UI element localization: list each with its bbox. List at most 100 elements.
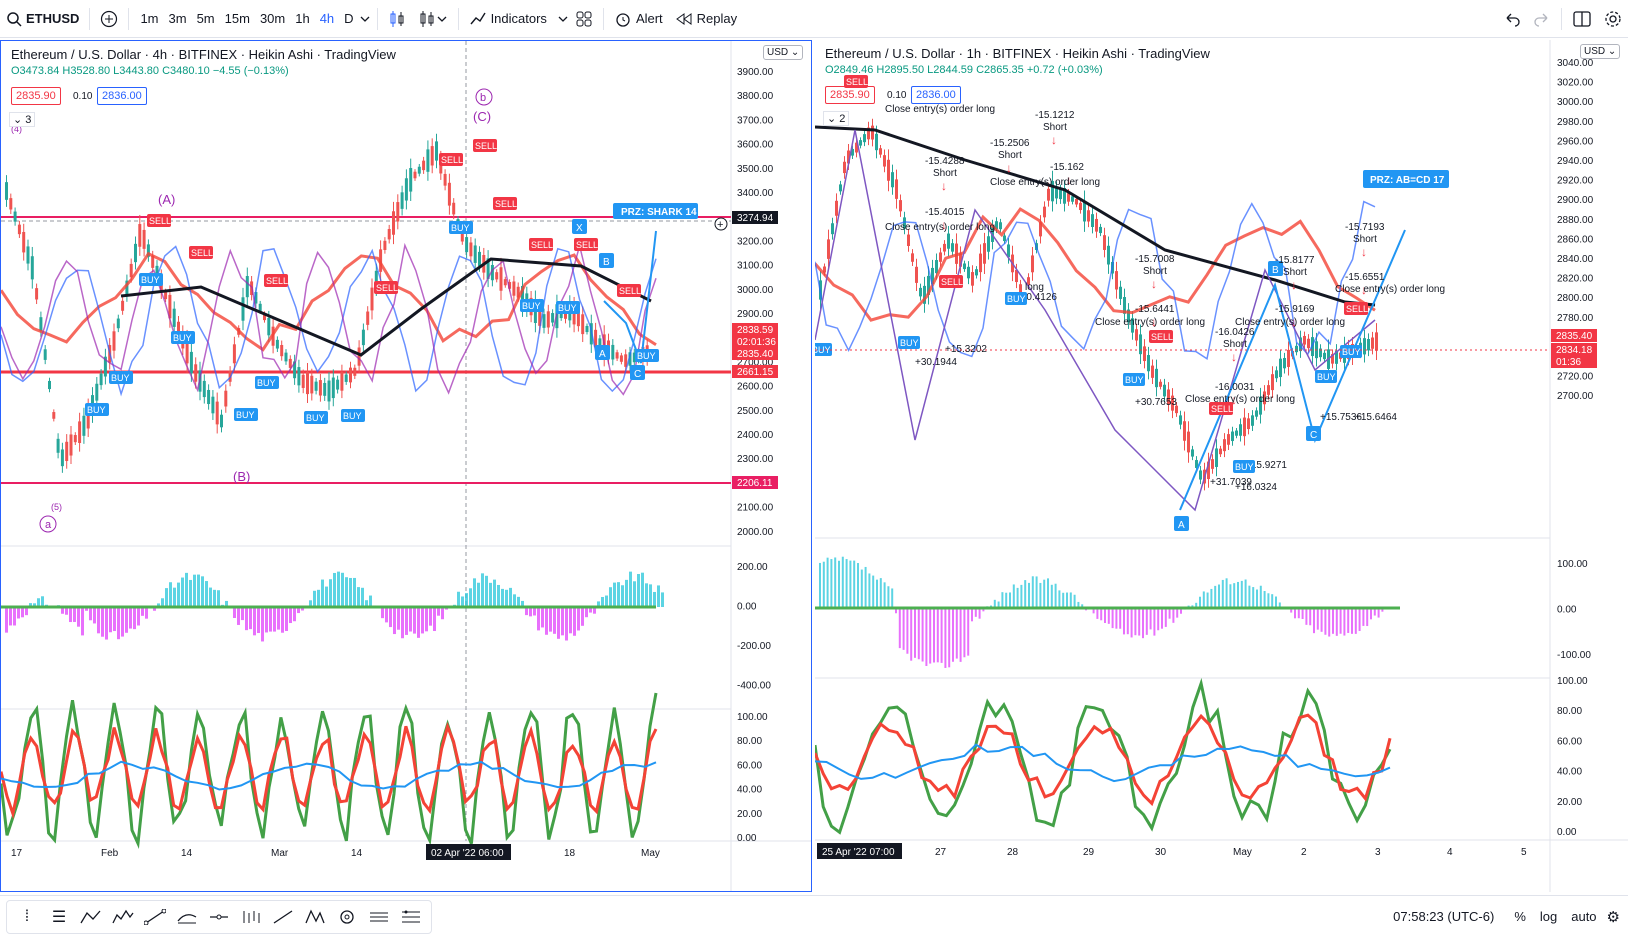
currency-selector[interactable]: USD ⌄	[763, 45, 804, 60]
layouts-button[interactable]	[569, 0, 599, 38]
macd-bar	[113, 607, 116, 632]
macd-bar	[1324, 608, 1327, 635]
macd-bar	[313, 590, 316, 607]
menu-icon[interactable]: ☰	[51, 908, 67, 926]
gear-icon[interactable]: ⚙	[1606, 908, 1620, 926]
macd-bar	[349, 577, 352, 607]
trend-line-icon[interactable]	[139, 902, 171, 932]
ma-red	[815, 207, 1376, 322]
auto-scale-toggle[interactable]: auto	[1571, 909, 1597, 924]
macd-bar	[864, 566, 867, 608]
macd-bar	[1313, 608, 1315, 634]
ray-line-icon[interactable]	[267, 902, 299, 932]
elliott-wave-icon[interactable]	[107, 902, 139, 932]
indicators-button[interactable]: Indicators	[463, 0, 553, 38]
macd-bar	[297, 607, 300, 614]
macd-bar	[137, 607, 140, 626]
left-chart-canvas[interactable]: 3900.00 3800.00 3700.00 3600.00 3500.00 3400.…	[1, 41, 812, 892]
buy-signal: BUY	[173, 333, 192, 343]
time-tick: May	[641, 848, 660, 859]
macd-bar	[557, 607, 560, 639]
sell-price-box[interactable]: 2835.90	[825, 86, 875, 104]
macd-bar	[1354, 608, 1357, 634]
alert-button[interactable]: Alert	[608, 0, 669, 38]
macd-bar	[1256, 589, 1258, 608]
sell-price-box[interactable]: 2835.90	[11, 87, 61, 105]
candle-body	[1219, 448, 1222, 455]
shark-pattern-line	[603, 230, 657, 364]
order-qty[interactable]: 0.10	[73, 91, 93, 102]
clock-readout[interactable]: 07:58:23 (UTC-6)	[1393, 909, 1495, 924]
wave-label-5: (5)	[51, 502, 62, 512]
candle-body	[1175, 405, 1178, 414]
candle-body	[73, 435, 77, 443]
price-tick: 2800.00	[1557, 293, 1594, 304]
timeframe-3m[interactable]: 3m	[168, 11, 187, 26]
macd-bar	[1066, 592, 1068, 608]
fib-channel-icon[interactable]	[171, 902, 203, 932]
trend-abc-icon[interactable]	[75, 902, 107, 932]
left-chart-panel[interactable]: 3900.00 3800.00 3700.00 3600.00 3500.00 3400.…	[0, 40, 812, 892]
replay-button[interactable]: Replay	[669, 0, 743, 38]
macd-bar	[581, 607, 584, 626]
drag-handle-icon[interactable]: ⁞	[24, 907, 30, 925]
timeframe-30m[interactable]: 30m	[259, 11, 286, 26]
timeframe-d[interactable]: D	[344, 11, 354, 26]
macd-bar	[860, 569, 863, 608]
redo-button[interactable]	[1527, 0, 1557, 38]
macd-tick: 0.00	[1557, 605, 1577, 616]
buy-price-box[interactable]: 2836.00	[97, 87, 147, 105]
undo-button[interactable]	[1497, 0, 1527, 38]
ohlc-bars-icon[interactable]	[235, 902, 267, 932]
horizontal-line-icon[interactable]	[203, 902, 235, 932]
candle-body	[310, 375, 314, 394]
candle-body	[99, 373, 103, 386]
timeframe-15m[interactable]: 15m	[224, 11, 250, 26]
candle-body	[280, 345, 284, 357]
macd-bar	[876, 579, 878, 608]
price-tick: 2780.00	[1557, 313, 1594, 324]
buy-signal: BUY	[558, 303, 577, 313]
split-layout-button[interactable]	[1566, 0, 1598, 38]
indicators-collapse-toggle[interactable]: ⌄ 3	[9, 112, 36, 127]
buy-price-box[interactable]: 2836.00	[911, 86, 961, 104]
cycle-icon[interactable]	[331, 902, 363, 932]
chevron-down-icon	[437, 16, 447, 22]
timeframe-1h[interactable]: 1h	[295, 11, 310, 26]
sell-signal: SELL	[475, 141, 497, 151]
macd-bar	[910, 608, 913, 661]
timeframe-4h[interactable]: 4h	[319, 11, 335, 26]
chart-type-button[interactable]	[382, 0, 412, 38]
log-scale-toggle[interactable]: log	[1539, 909, 1558, 924]
chevron-down-icon[interactable]	[359, 13, 371, 25]
macd-bar	[489, 582, 492, 607]
order-qty[interactable]: 0.10	[887, 90, 907, 101]
time-tick: 18	[564, 848, 576, 859]
chevron-down-icon[interactable]	[557, 13, 569, 25]
time-tick: 5	[1521, 847, 1527, 858]
macd-bar	[1263, 590, 1266, 608]
trade-annotation-value: -15.162	[1050, 162, 1084, 173]
candle-body	[26, 246, 30, 264]
timeframe-1m[interactable]: 1m	[140, 11, 159, 26]
settings-button[interactable]	[1598, 0, 1628, 38]
compare-button[interactable]	[94, 0, 124, 38]
percent-scale-toggle[interactable]: %	[1514, 909, 1526, 924]
currency-selector[interactable]: USD ⌄	[1580, 44, 1621, 59]
timeframe-5m[interactable]: 5m	[196, 11, 215, 26]
stoch-tick: 0.00	[1557, 827, 1577, 838]
macd-tick: 200.00	[737, 562, 768, 573]
candle-body	[1307, 338, 1310, 349]
indicators-collapse-toggle[interactable]: ⌄ 2	[823, 111, 850, 126]
macd-bar	[838, 560, 840, 608]
long-position-icon[interactable]	[363, 902, 395, 932]
forecast-icon[interactable]	[395, 902, 427, 932]
candle-body	[301, 374, 305, 388]
bar-type-button[interactable]	[412, 0, 454, 38]
time-tick: Mar	[271, 848, 289, 859]
right-chart-panel[interactable]: 3040.00 3020.00 3000.00 2980.00 2960.00 2940.…	[815, 40, 1628, 892]
macd-bar	[1320, 608, 1323, 632]
right-chart-canvas[interactable]: 3040.003020.003000.002980.002960.002940.…	[815, 40, 1628, 892]
symbol-search[interactable]: ETHUSD	[0, 0, 85, 38]
xabcd-pattern-icon[interactable]	[299, 902, 331, 932]
